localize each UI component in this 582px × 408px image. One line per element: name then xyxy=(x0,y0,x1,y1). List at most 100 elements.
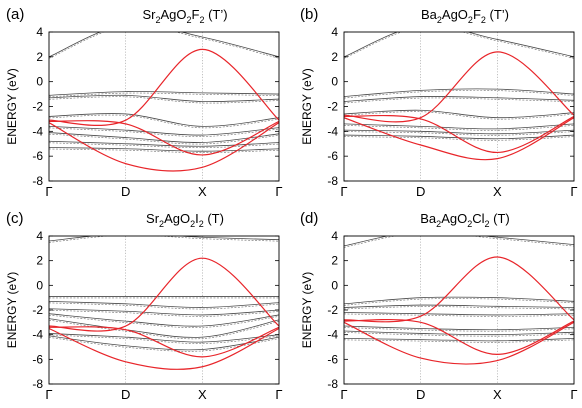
y-axis-label: ENERGY (eV) xyxy=(5,68,19,144)
y-tick-label: 4 xyxy=(36,229,43,243)
band-line-dashed xyxy=(49,92,279,98)
x-tick-label: D xyxy=(416,184,425,199)
band-line xyxy=(49,132,279,143)
title-part: Ba xyxy=(420,211,437,226)
title-subscript: 2 xyxy=(437,15,442,25)
title-part: Sr xyxy=(142,7,156,22)
plot-frame xyxy=(48,31,280,182)
x-tick-label: D xyxy=(416,387,425,402)
band-line-dashed xyxy=(344,236,574,248)
band-line xyxy=(49,333,279,343)
highlight-band xyxy=(344,117,574,161)
band-line xyxy=(49,313,279,327)
band-line-dashed xyxy=(49,127,279,137)
highlight-band xyxy=(344,51,574,123)
band-line xyxy=(344,109,574,119)
y-tick-label: 2 xyxy=(36,254,43,268)
y-axis-label: ENERGY (eV) xyxy=(300,68,314,144)
band-line xyxy=(344,123,574,130)
band-line-dashed xyxy=(49,142,279,149)
panel-letter: (b) xyxy=(300,6,318,23)
y-tick-label: 2 xyxy=(331,50,338,64)
x-tick-label: X xyxy=(198,387,207,402)
band-line-dashed xyxy=(49,96,279,104)
title-part: (T’) xyxy=(204,7,227,22)
plot-frame xyxy=(343,31,575,182)
title-part: (T’) xyxy=(486,7,509,22)
panel-letter: (d) xyxy=(300,210,318,227)
title-subscript: 2 xyxy=(199,219,204,229)
title-part: F xyxy=(473,7,481,22)
band-line xyxy=(49,32,279,58)
band-line xyxy=(344,304,574,308)
y-tick-label: -6 xyxy=(327,149,338,163)
title-subscript: 2 xyxy=(481,15,486,25)
panel-title: Sr2AgO2I2 (T) xyxy=(146,211,224,229)
x-tick-label: D xyxy=(121,387,130,402)
y-tick-label: -8 xyxy=(327,377,338,391)
y-tick-label: -4 xyxy=(32,328,43,342)
highlight-band xyxy=(49,327,279,370)
y-tick-label: -6 xyxy=(32,149,43,163)
title-part: AgO xyxy=(442,7,468,22)
band-line xyxy=(344,236,574,247)
highlight-band xyxy=(49,257,279,332)
highlight-band xyxy=(49,48,279,126)
y-tick-label: -8 xyxy=(327,174,338,188)
band-line xyxy=(344,96,574,102)
y-tick-label: -2 xyxy=(327,100,338,114)
y-tick-label: 0 xyxy=(331,278,338,292)
highlight-band xyxy=(344,114,574,154)
title-subscript: 2 xyxy=(468,15,473,25)
y-tick-label: -4 xyxy=(327,124,338,138)
title-part: Sr xyxy=(146,211,160,226)
title-subscript: 2 xyxy=(159,219,164,229)
band-line-dashed xyxy=(49,309,279,317)
y-tick-label: -6 xyxy=(327,352,338,366)
title-part: AgO xyxy=(160,7,186,22)
highlight-band xyxy=(344,256,574,323)
band-line-dashed xyxy=(344,298,574,306)
title-subscript: 2 xyxy=(199,15,204,25)
band-line xyxy=(344,296,574,305)
panel-title: Ba2AgO2Cl2 (T) xyxy=(420,211,509,229)
highlight-band xyxy=(344,321,574,365)
band-line xyxy=(49,308,279,316)
band-line-dashed xyxy=(344,111,574,120)
band-line-dashed xyxy=(49,319,279,340)
band-line xyxy=(49,94,279,103)
band-line xyxy=(49,147,279,152)
title-part: Cl xyxy=(472,211,484,226)
title-subscript: 2 xyxy=(190,219,195,229)
band-line-dashed xyxy=(49,32,279,59)
title-part: F xyxy=(191,7,199,22)
y-tick-label: -2 xyxy=(32,303,43,317)
y-tick-label: 4 xyxy=(36,25,43,39)
band-line-dashed xyxy=(344,313,574,317)
title-subscript: 2 xyxy=(436,219,441,229)
y-tick-label: 2 xyxy=(331,254,338,268)
band-line-dashed xyxy=(344,306,574,310)
y-tick-label: -2 xyxy=(32,100,43,114)
band-line-dashed xyxy=(344,327,574,332)
band-line-dashed xyxy=(49,302,279,310)
y-tick-label: 0 xyxy=(36,75,43,89)
band-line xyxy=(344,88,574,97)
x-tick-label: Γ xyxy=(275,387,282,402)
band-line xyxy=(344,325,574,331)
x-tick-label: Γ xyxy=(340,387,347,402)
x-tick-label: Γ xyxy=(340,184,347,199)
x-tick-label: Γ xyxy=(570,184,577,199)
panel-title: Ba2AgO2F2 (T’) xyxy=(421,7,509,25)
x-tick-label: Γ xyxy=(45,184,52,199)
band-line-dashed xyxy=(344,332,574,337)
band-line-dashed xyxy=(49,314,279,328)
panel-letter: (c) xyxy=(6,210,24,227)
title-subscript: 2 xyxy=(186,15,191,25)
title-part: I xyxy=(195,211,199,226)
panel-letter: (a) xyxy=(6,6,24,23)
x-tick-label: Γ xyxy=(275,184,282,199)
